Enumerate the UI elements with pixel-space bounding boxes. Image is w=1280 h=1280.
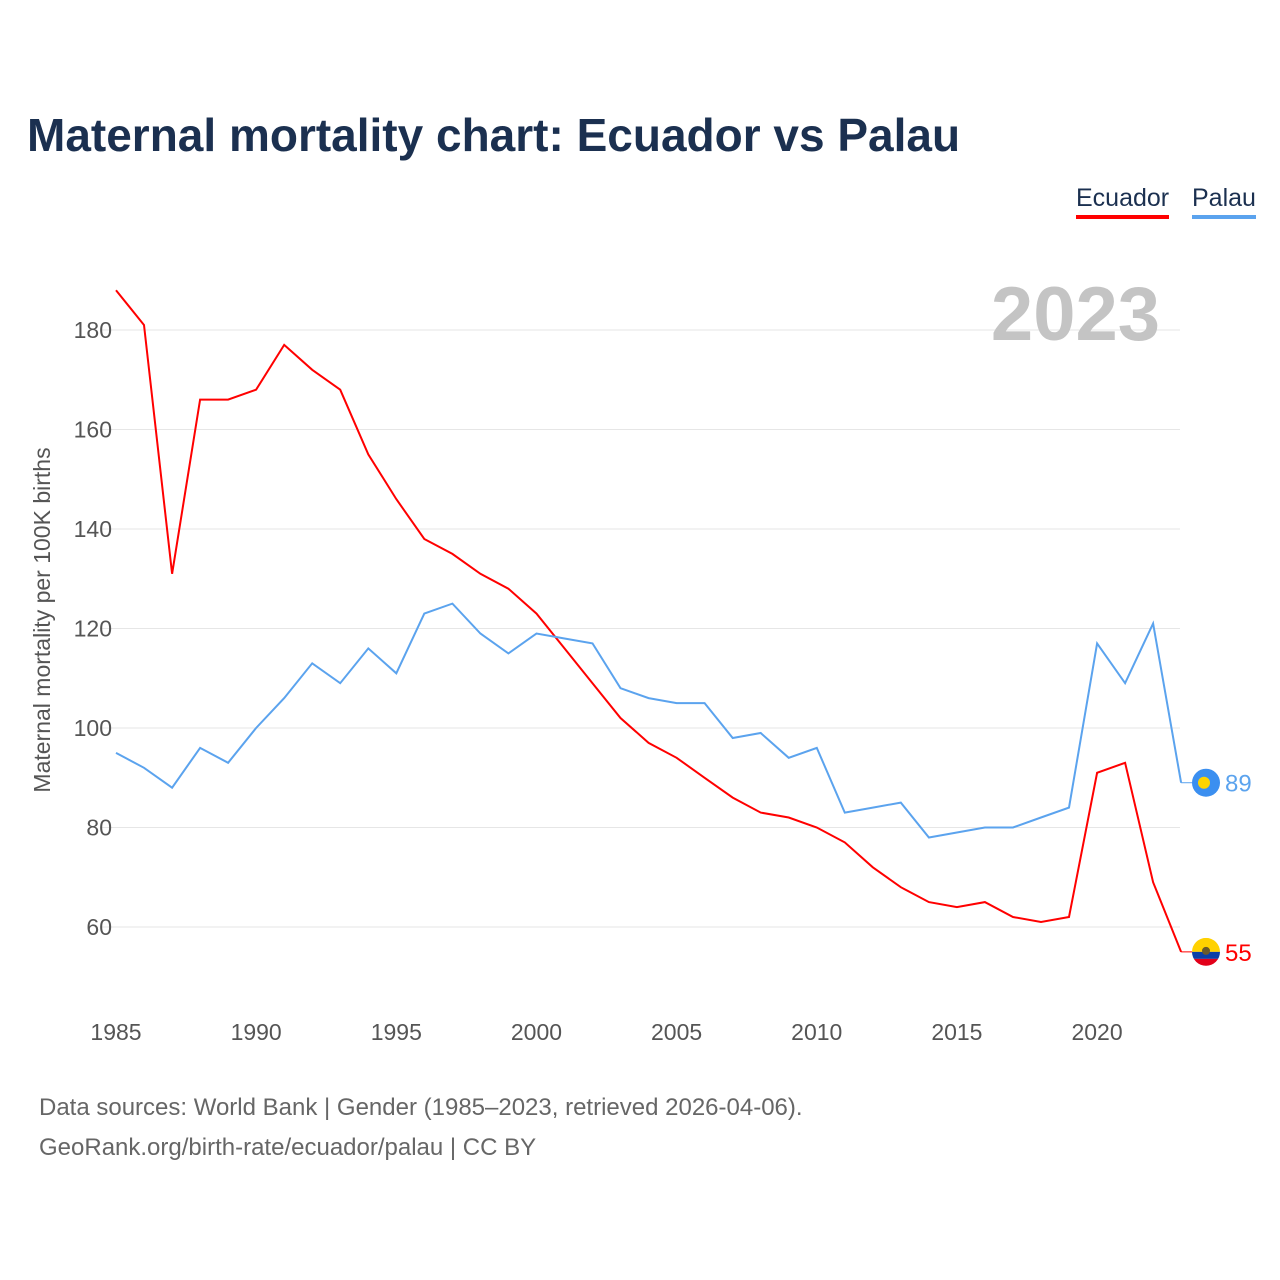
y-tick-label: 120 xyxy=(74,616,112,642)
source-link[interactable]: GeoRank.org/birth-rate/ecuador/palau | C… xyxy=(39,1134,537,1161)
flag-ecuador-yellow xyxy=(1192,937,1220,952)
flag-icon-palau xyxy=(1192,768,1220,797)
x-tick-label: 2015 xyxy=(931,1019,982,1045)
end-value-label: 89 xyxy=(1225,771,1252,798)
y-tick-label: 160 xyxy=(74,417,112,443)
data-source: Data sources: World Bank | Gender (1985–… xyxy=(39,1094,803,1121)
end-value-label: 55 xyxy=(1225,940,1252,967)
flag-ecuador-blue xyxy=(1192,951,1220,959)
series-line-ecuador xyxy=(115,289,1183,953)
x-tick-label: 1990 xyxy=(231,1019,282,1045)
flag-ecuador-red xyxy=(1192,958,1220,966)
legend-ecuador[interactable]: Ecuador xyxy=(1076,184,1170,219)
legend-palau[interactable]: Palau xyxy=(1192,184,1256,219)
y-axis-label: Maternal mortality per 100K births xyxy=(29,447,55,792)
x-tick-label: 1995 xyxy=(371,1019,422,1045)
x-tick-label: 2020 xyxy=(1071,1019,1122,1045)
y-tick-label: 180 xyxy=(74,317,112,343)
chart-title: Maternal mortality chart: Ecuador vs Pal… xyxy=(27,109,961,161)
year-label: 2023 xyxy=(991,272,1160,357)
y-tick-label: 100 xyxy=(74,715,112,741)
footer: Data sources: World Bank | Gender (1985–… xyxy=(39,1088,803,1168)
x-tick-label: 2000 xyxy=(511,1019,562,1045)
y-tick-label: 80 xyxy=(86,815,112,841)
flag-icon-ecuador xyxy=(1192,937,1220,966)
y-tick-label: 60 xyxy=(86,914,112,940)
series-line-palau xyxy=(115,602,1183,839)
y-tick-label: 140 xyxy=(74,516,112,542)
flag-palau-moon xyxy=(1198,776,1210,789)
x-tick-label: 2005 xyxy=(651,1019,702,1045)
x-tick-label: 1985 xyxy=(90,1019,141,1045)
flag-ecuador-emblem xyxy=(1202,946,1210,955)
x-tick-label: 2010 xyxy=(791,1019,842,1045)
